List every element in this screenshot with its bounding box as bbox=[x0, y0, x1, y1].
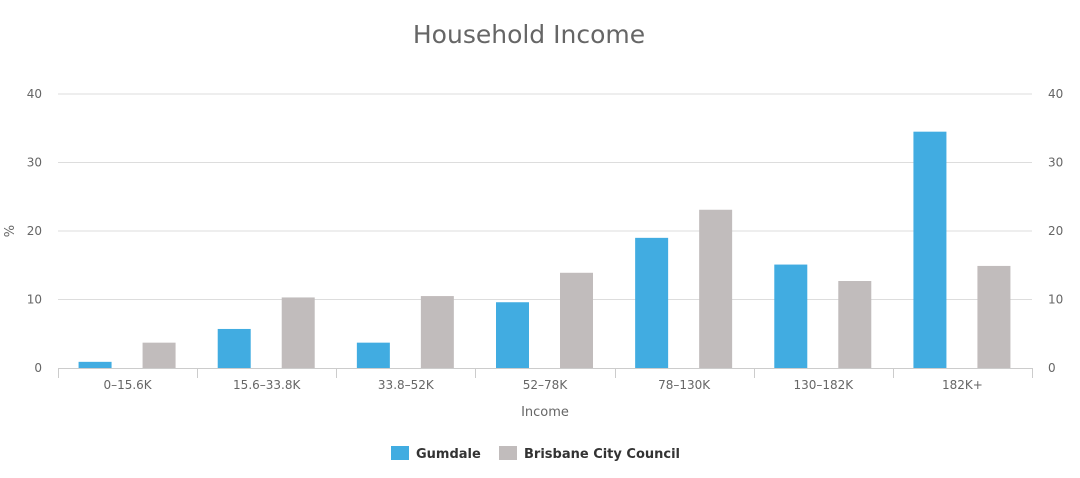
y-axis-right: 0 10 20 30 40 bbox=[1048, 87, 1063, 375]
x-tick-label: 182K+ bbox=[942, 378, 983, 392]
bar-brisbane-city-council-4[interactable] bbox=[699, 209, 733, 368]
x-tick-label: 33.8–52K bbox=[378, 378, 435, 392]
y-tick-label-right: 30 bbox=[1048, 156, 1063, 170]
bar-brisbane-city-council-0[interactable] bbox=[142, 342, 176, 368]
y-axis-title: % bbox=[3, 225, 18, 237]
y-tick-label-left: 0 bbox=[34, 361, 42, 375]
y-tick-label-right: 20 bbox=[1048, 224, 1063, 238]
bar-gumdale-0[interactable] bbox=[78, 361, 112, 368]
y-tick-label-left: 10 bbox=[27, 293, 42, 307]
y-axis-left: 0 10 20 30 40 bbox=[27, 87, 42, 375]
y-tick-label-left: 40 bbox=[27, 87, 42, 101]
bar-brisbane-city-council-2[interactable] bbox=[420, 296, 454, 368]
chart-title: Household Income bbox=[413, 20, 645, 49]
bar-brisbane-city-council-6[interactable] bbox=[977, 265, 1011, 368]
bar-gumdale-4[interactable] bbox=[635, 237, 669, 368]
bar-gumdale-1[interactable] bbox=[217, 328, 251, 368]
legend-label: Brisbane City Council bbox=[524, 447, 680, 462]
x-tick-label: 78–130K bbox=[658, 378, 711, 392]
bar-brisbane-city-council-1[interactable] bbox=[281, 297, 315, 368]
bar-gumdale-2[interactable] bbox=[356, 342, 390, 368]
legend-swatch bbox=[499, 446, 517, 460]
legend-item-brisbane-city-council[interactable]: Brisbane City Council bbox=[499, 446, 680, 462]
bar-gumdale-3[interactable] bbox=[496, 302, 529, 368]
bars bbox=[78, 131, 1011, 368]
y-tick-label-right: 10 bbox=[1048, 293, 1063, 307]
legend[interactable]: Gumdale Brisbane City Council bbox=[391, 446, 680, 462]
bar-brisbane-city-council-3[interactable] bbox=[560, 272, 593, 368]
x-axis: 0–15.6K 15.6–33.8K 33.8–52K 52–78K 78–130K 13… bbox=[58, 368, 1033, 392]
bar-gumdale-5[interactable] bbox=[774, 264, 808, 368]
y-tick-label-left: 20 bbox=[27, 224, 42, 238]
grid-lines bbox=[58, 93, 1032, 300]
y-tick-label-right: 40 bbox=[1048, 87, 1063, 101]
x-axis-title: Income bbox=[521, 405, 569, 420]
x-tick-label: 15.6–33.8K bbox=[233, 378, 301, 392]
legend-swatch bbox=[391, 446, 409, 460]
legend-item-gumdale[interactable]: Gumdale bbox=[391, 446, 481, 462]
x-tick-label: 52–78K bbox=[523, 378, 569, 392]
y-tick-label-left: 30 bbox=[27, 156, 42, 170]
bar-brisbane-city-council-5[interactable] bbox=[838, 281, 872, 368]
x-tick-label: 130–182K bbox=[793, 378, 854, 392]
legend-label: Gumdale bbox=[416, 447, 481, 462]
bar-gumdale-6[interactable] bbox=[913, 131, 947, 368]
x-tick-label: 0–15.6K bbox=[103, 378, 152, 392]
y-tick-label-right: 0 bbox=[1048, 361, 1056, 375]
